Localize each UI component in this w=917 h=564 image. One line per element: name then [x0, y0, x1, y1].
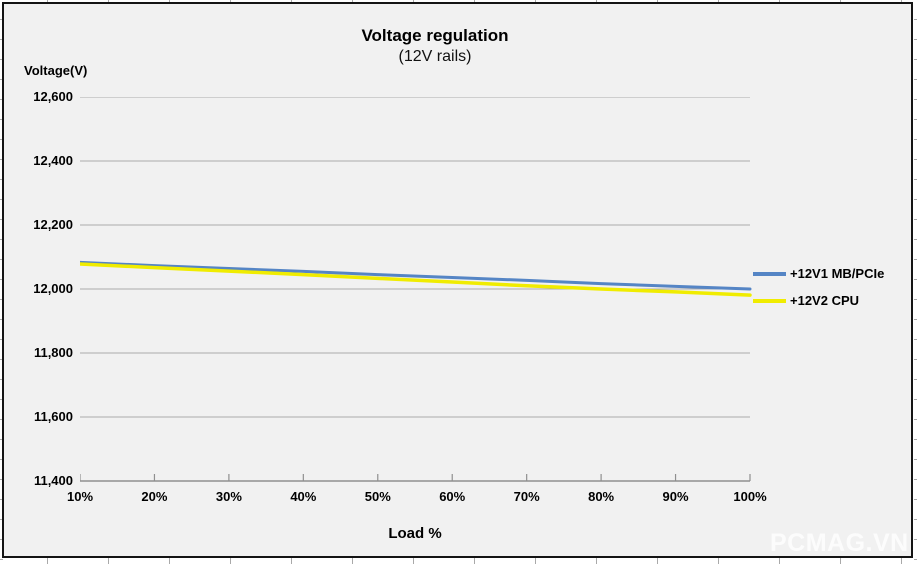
plot-area	[80, 97, 752, 482]
legend: +12V1 MB/PCIe +12V2 CPU	[753, 260, 884, 314]
legend-item-12v1: +12V1 MB/PCIe	[753, 260, 884, 287]
x-tick-label: 40%	[290, 489, 317, 504]
x-tick-label: 10%	[66, 489, 94, 504]
y-tick-label: 11,400	[33, 473, 73, 488]
legend-item-12v2: +12V2 CPU	[753, 287, 884, 314]
y-tick-label: 12,400	[33, 153, 73, 168]
y-tick-label: 12,600	[33, 89, 73, 104]
series-line-1	[80, 262, 752, 297]
x-tick-label: 20%	[141, 489, 168, 504]
y-axis-title: Voltage(V)	[24, 63, 88, 78]
x-tick-label: 30%	[215, 489, 242, 504]
legend-label-12v2: +12V2 CPU	[790, 293, 860, 308]
x-tick-label: 70%	[513, 489, 540, 504]
sheet-grid-strip-bottom	[0, 557, 917, 564]
legend-line-swatch-12v1	[753, 271, 786, 276]
x-tick-label: 80%	[588, 489, 615, 504]
sheet-grid-strip-top	[0, 0, 917, 3]
series-line-0	[80, 260, 752, 291]
chart-frame	[2, 2, 913, 558]
x-tick-label: 60%	[439, 489, 466, 504]
y-tick-label: 12,200	[33, 217, 73, 232]
sheet-grid-strip-left	[0, 0, 3, 564]
chart-title: Voltage regulation	[361, 26, 509, 45]
y-tick-label: 11,800	[33, 345, 73, 360]
chart-subtitle: (12V rails)	[398, 48, 472, 65]
x-tick-label: 90%	[662, 489, 689, 504]
watermark-pcmag: PCMAG.VN	[770, 529, 909, 557]
legend-line-swatch-12v2	[753, 298, 786, 303]
sheet-grid-strip-right	[914, 0, 917, 564]
y-tick-label: 12,000	[33, 281, 73, 296]
x-axis-title: Load %	[388, 525, 442, 542]
x-tick-label: 50%	[364, 489, 391, 504]
legend-label-12v1: +12V1 MB/PCIe	[790, 266, 885, 281]
x-tick-label: 100%	[733, 489, 767, 504]
y-tick-label: 11,600	[33, 409, 73, 424]
